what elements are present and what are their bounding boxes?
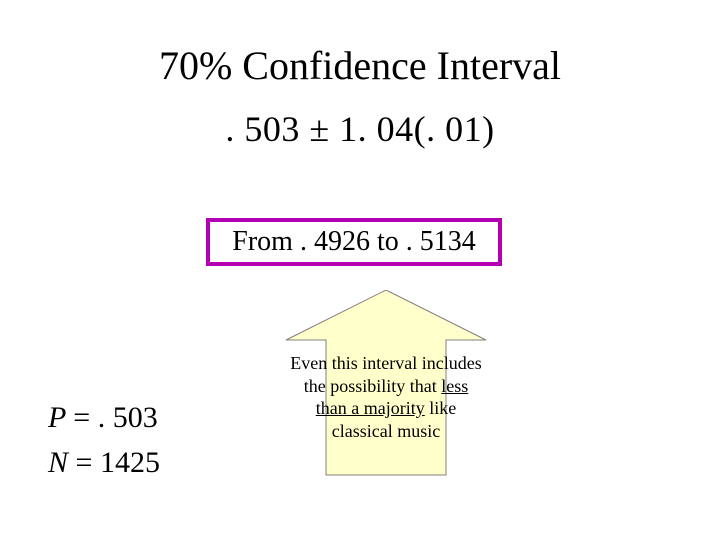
- callout-text: Even this interval includes the possibil…: [290, 352, 482, 442]
- stat-n-label: N: [48, 446, 68, 479]
- formula-text: . 503 ± 1. 04(. 01): [0, 108, 720, 150]
- stat-n: N = 1425: [48, 440, 160, 485]
- stat-p-label: P: [48, 401, 66, 434]
- stat-p: P = . 503: [48, 395, 160, 440]
- callout-arrow: Even this interval includes the possibil…: [276, 290, 496, 480]
- equals-sign: =: [73, 401, 97, 434]
- stats-block: P = . 503 N = 1425: [48, 395, 160, 485]
- equals-sign: =: [76, 446, 100, 479]
- slide-title: 70% Confidence Interval: [0, 42, 720, 89]
- range-text: From . 4926 to . 5134: [232, 226, 475, 258]
- stat-p-value: . 503: [98, 401, 158, 434]
- stat-n-value: 1425: [100, 446, 160, 479]
- range-box: From . 4926 to . 5134: [206, 218, 502, 266]
- slide: 70% Confidence Interval . 503 ± 1. 04(. …: [0, 0, 720, 540]
